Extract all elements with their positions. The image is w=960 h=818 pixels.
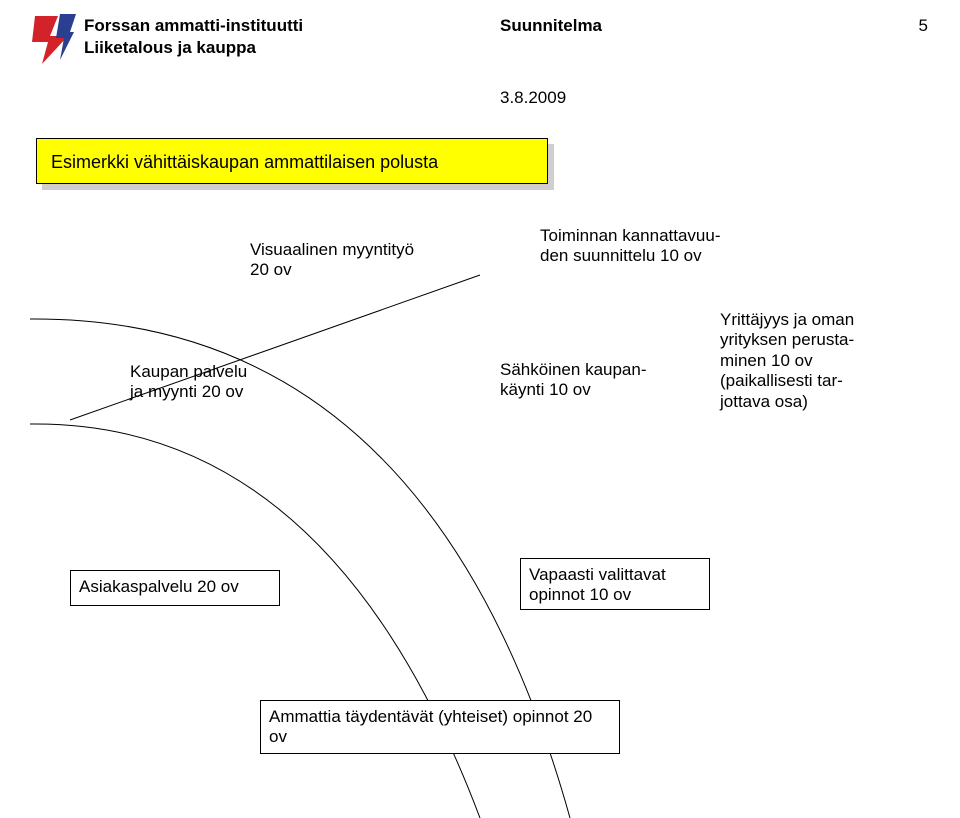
box-asiakaspalvelu: Asiakaspalvelu 20 ov xyxy=(70,570,280,606)
block-sahkoinen: Sähköinen kaupan- käynti 10 ov xyxy=(500,360,647,401)
logo-icon xyxy=(30,14,76,66)
block-yrittajyys: Yrittäjyys ja oman yrityksen perusta- mi… xyxy=(720,310,854,412)
block-visuaalinen: Visuaalinen myyntityö 20 ov xyxy=(250,240,414,281)
header-org-line2: Liiketalous ja kauppa xyxy=(84,38,256,58)
page: Forssan ammatti-instituutti Liiketalous … xyxy=(0,0,960,818)
block-kaupan: Kaupan palvelu ja myynti 20 ov xyxy=(130,362,247,403)
title-bar: Esimerkki vähittäiskaupan ammattilaisen … xyxy=(36,138,548,184)
header-date: 3.8.2009 xyxy=(500,88,566,108)
header-center: Suunnitelma xyxy=(500,16,602,36)
block-toiminnan: Toiminnan kannattavuu- den suunnittelu 1… xyxy=(540,226,721,267)
box-ammattia: Ammattia täydentävät (yhteiset) opinnot … xyxy=(260,700,620,754)
header-org-line1: Forssan ammatti-instituutti xyxy=(84,16,303,36)
page-number: 5 xyxy=(919,16,928,36)
box-vapaasti: Vapaasti valittavat opinnot 10 ov xyxy=(520,558,710,610)
